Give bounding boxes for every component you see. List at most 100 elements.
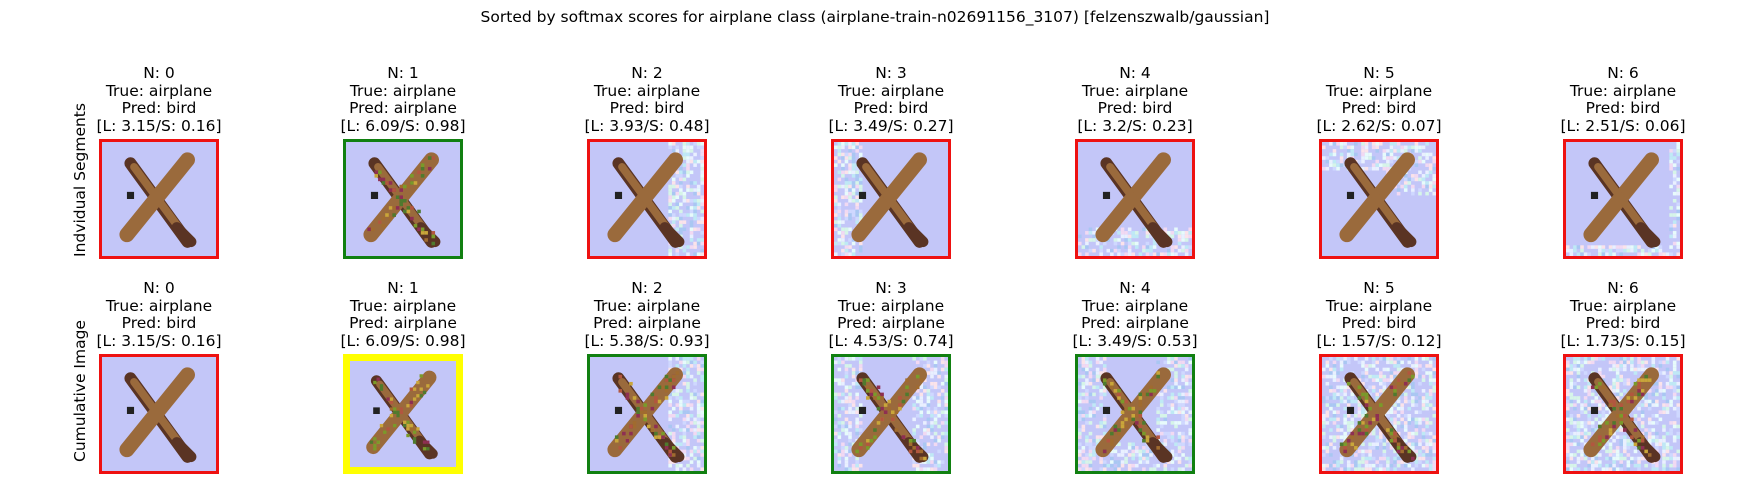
panel-title-n: N: 6 bbox=[1607, 64, 1639, 82]
airplane-thumbnail bbox=[343, 354, 463, 474]
panel-title-n: N: 0 bbox=[143, 279, 175, 297]
panel-title-n: N: 2 bbox=[631, 64, 663, 82]
panel-title-true: True: airplane bbox=[593, 296, 701, 315]
panel-title-pred: Pred: airplane bbox=[1081, 314, 1189, 332]
panel-title-scores: [L: 6.09/S: 0.98] bbox=[340, 331, 466, 350]
panel-title-true: True: airplane bbox=[837, 81, 945, 100]
airplane-thumbnail bbox=[831, 139, 951, 259]
panel-title-pred: Pred: airplane bbox=[837, 314, 945, 332]
panel-title-scores: [L: 3.15/S: 0.16] bbox=[96, 331, 222, 350]
panel-title-true: True: airplane bbox=[1325, 296, 1433, 315]
panel-title-pred: Pred: bird bbox=[1585, 99, 1661, 117]
panel-title-true: True: airplane bbox=[837, 296, 945, 315]
panel-title: N: 5 True: airplane Pred: bird [L: 1.57/S: … bbox=[1279, 279, 1479, 350]
panel-title-pred: Pred: bird bbox=[1341, 314, 1417, 332]
airplane-thumbnail-image bbox=[590, 357, 704, 471]
airplane-thumbnail bbox=[99, 139, 219, 259]
airplane-thumbnail bbox=[1075, 139, 1195, 259]
airplane-thumbnail bbox=[1563, 139, 1683, 259]
panel-title: N: 5 True: airplane Pred: bird [L: 2.62/S: … bbox=[1279, 64, 1479, 135]
panel-title-true: True: airplane bbox=[105, 81, 213, 100]
airplane-thumbnail bbox=[831, 354, 951, 474]
airplane-thumbnail bbox=[1563, 354, 1683, 474]
airplane-shape bbox=[119, 152, 197, 248]
panel-title-true: True: airplane bbox=[105, 296, 213, 315]
panel-title-true: True: airplane bbox=[1569, 81, 1677, 100]
panel-title-scores: [L: 3.93/S: 0.48] bbox=[584, 116, 710, 135]
panel-title-scores: [L: 1.73/S: 0.15] bbox=[1560, 331, 1686, 350]
panel-title-scores: [L: 6.09/S: 0.98] bbox=[340, 116, 466, 135]
airplane-shape bbox=[1095, 152, 1173, 248]
airplane-thumbnail-image bbox=[1322, 357, 1436, 471]
panel-title-pred: Pred: bird bbox=[1341, 99, 1417, 117]
airplane-thumbnail-image bbox=[834, 357, 948, 471]
panel-title-n: N: 1 bbox=[387, 64, 419, 82]
airplane-thumbnail bbox=[343, 139, 463, 259]
airplane-thumbnail bbox=[1319, 354, 1439, 474]
panel-title-true: True: airplane bbox=[1081, 296, 1189, 315]
airplane-thumbnail-image bbox=[350, 361, 456, 467]
panel-title-pred: Pred: airplane bbox=[593, 314, 701, 332]
panel-title-n: N: 1 bbox=[387, 279, 419, 297]
airplane-thumbnail-image bbox=[102, 142, 216, 256]
panel-title: N: 1 True: airplane Pred: airplane [L: 6.09… bbox=[303, 279, 503, 350]
panel-title-pred: Pred: airplane bbox=[349, 314, 457, 332]
panel-title: N: 6 True: airplane Pred: bird [L: 2.51/S: … bbox=[1523, 64, 1723, 135]
airplane-shape bbox=[1339, 152, 1417, 248]
panel-title-scores: [L: 2.62/S: 0.07] bbox=[1316, 116, 1442, 135]
panel-title-true: True: airplane bbox=[1569, 296, 1677, 315]
airplane-shape bbox=[1583, 152, 1661, 248]
panel-title-true: True: airplane bbox=[349, 81, 457, 100]
panel-title-scores: [L: 3.15/S: 0.16] bbox=[96, 116, 222, 135]
panel-title-true: True: airplane bbox=[349, 296, 457, 315]
panel-title-pred: Pred: bird bbox=[121, 314, 197, 332]
airplane-thumbnail bbox=[1319, 139, 1439, 259]
airplane-thumbnail-image bbox=[834, 142, 948, 256]
panel-title-scores: [L: 4.53/S: 0.74] bbox=[828, 331, 954, 350]
panel-title-scores: [L: 3.49/S: 0.53] bbox=[1072, 331, 1198, 350]
panel-title-true: True: airplane bbox=[1325, 81, 1433, 100]
panel-title-n: N: 5 bbox=[1363, 279, 1395, 297]
panel-title-pred: Pred: bird bbox=[853, 99, 929, 117]
airplane-thumbnail bbox=[587, 139, 707, 259]
airplane-thumbnail-image bbox=[1078, 357, 1192, 471]
panel-title: N: 0 True: airplane Pred: bird [L: 3.15/S: … bbox=[59, 279, 259, 350]
panel-title-n: N: 2 bbox=[631, 279, 663, 297]
panel-title-true: True: airplane bbox=[593, 81, 701, 100]
panel-title: N: 1 True: airplane Pred: airplane [L: 6.09… bbox=[303, 64, 503, 135]
airplane-thumbnail-image bbox=[1078, 142, 1192, 256]
panel-title-scores: [L: 3.2/S: 0.23] bbox=[1077, 116, 1193, 135]
figure-title: Sorted by softmax scores for airplane cl… bbox=[480, 8, 1270, 26]
airplane-thumbnail-image bbox=[1566, 142, 1680, 256]
panel-title-scores: [L: 3.49/S: 0.27] bbox=[828, 116, 954, 135]
panel-title-n: N: 3 bbox=[875, 64, 907, 82]
panel-title-pred: Pred: bird bbox=[1585, 314, 1661, 332]
panel-title: N: 4 True: airplane Pred: airplane [L: 3.49… bbox=[1035, 279, 1235, 350]
panel-title: N: 2 True: airplane Pred: airplane [L: 5.38… bbox=[547, 279, 747, 350]
panel-title-pred: Pred: bird bbox=[1097, 99, 1173, 117]
panel-title: N: 6 True: airplane Pred: bird [L: 1.73/S: … bbox=[1523, 279, 1723, 350]
panel-title: N: 0 True: airplane Pred: bird [L: 3.15/S: … bbox=[59, 64, 259, 135]
panel-title-n: N: 3 bbox=[875, 279, 907, 297]
panel-title-scores: [L: 1.57/S: 0.12] bbox=[1316, 331, 1442, 350]
panel-title-pred: Pred: airplane bbox=[349, 99, 457, 117]
airplane-thumbnail bbox=[587, 354, 707, 474]
airplane-shape bbox=[607, 152, 685, 248]
panel-title-n: N: 5 bbox=[1363, 64, 1395, 82]
airplane-thumbnail-image bbox=[102, 357, 216, 471]
airplane-thumbnail-image bbox=[1566, 357, 1680, 471]
airplane-thumbnail-image bbox=[1322, 142, 1436, 256]
panel-title: N: 3 True: airplane Pred: airplane [L: 4.53… bbox=[791, 279, 991, 350]
panel-title-true: True: airplane bbox=[1081, 81, 1189, 100]
panel-title-pred: Pred: bird bbox=[121, 99, 197, 117]
airplane-shape bbox=[119, 367, 197, 463]
panel-title-pred: Pred: bird bbox=[609, 99, 685, 117]
panel-title: N: 3 True: airplane Pred: bird [L: 3.49/S: … bbox=[791, 64, 991, 135]
airplane-thumbnail bbox=[1075, 354, 1195, 474]
airplane-thumbnail-image bbox=[590, 142, 704, 256]
panel-title: N: 2 True: airplane Pred: bird [L: 3.93/S: … bbox=[547, 64, 747, 135]
airplane-thumbnail-image bbox=[346, 142, 460, 256]
airplane-thumbnail bbox=[99, 354, 219, 474]
airplane-shape bbox=[851, 152, 929, 248]
